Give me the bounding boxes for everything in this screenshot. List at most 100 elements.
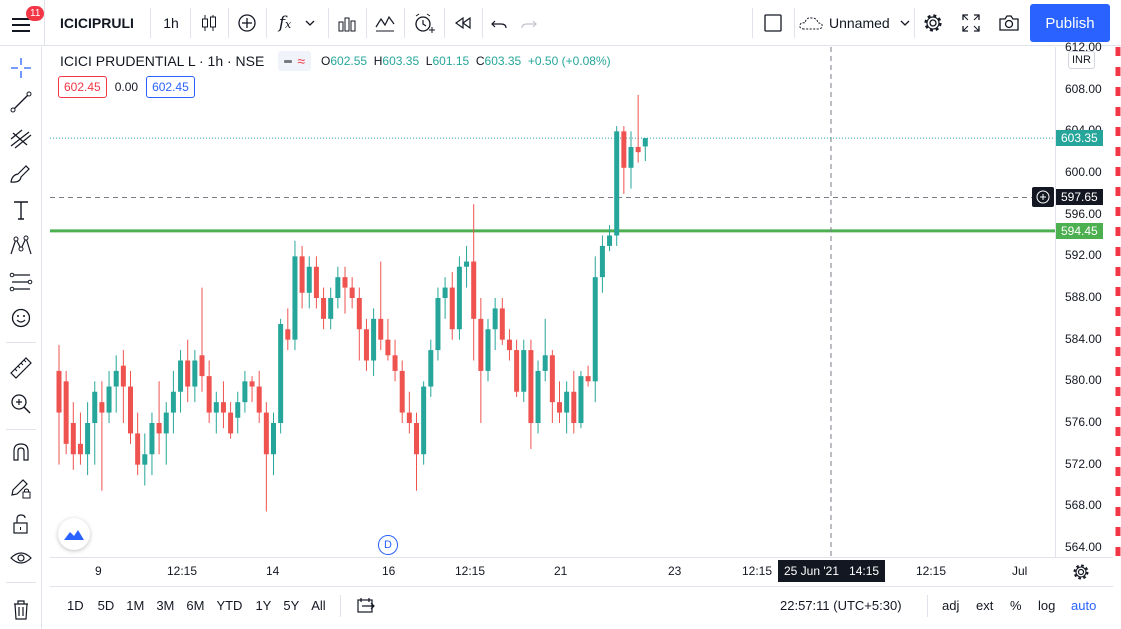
interval-button[interactable]: 1h: [163, 15, 179, 31]
stay-in-drawing-tool[interactable]: [8, 475, 34, 501]
layout-name-button[interactable]: Unnamed: [798, 4, 914, 42]
unlock-icon: [13, 514, 28, 534]
indicators-button[interactable]: fx: [270, 4, 326, 42]
range-5y[interactable]: 5Y: [283, 598, 300, 613]
crosshair-time-tag: 25 Jun '21 14:15: [778, 560, 886, 582]
dividend-marker[interactable]: D: [378, 535, 398, 555]
price-tick: 564.00: [1065, 540, 1102, 554]
expand-icon: [962, 14, 980, 32]
time-axis[interactable]: 9 12:15 14 16 12:15 21 23 12:15 12:15 Ju…: [50, 557, 1113, 585]
zoom-tool[interactable]: [8, 391, 34, 417]
candle-body: [85, 423, 91, 455]
remove-drawings-tool[interactable]: [8, 597, 34, 623]
menu-button[interactable]: [6, 6, 38, 40]
price-tick: 596.00: [1065, 206, 1102, 221]
toggle-ext[interactable]: ext: [976, 598, 994, 613]
hide-drawings-tool[interactable]: [8, 545, 34, 571]
time-tick: 23: [668, 564, 682, 578]
lock-drawings-tool[interactable]: [8, 511, 34, 537]
axis-settings-button[interactable]: [1070, 561, 1094, 583]
candle-body: [485, 329, 491, 371]
time-tick: 12:15: [167, 564, 198, 578]
pattern-tool[interactable]: [8, 233, 34, 259]
alert-button[interactable]: [406, 4, 442, 42]
candle-body: [199, 355, 205, 377]
candle-body: [56, 370, 62, 413]
candle-body: [149, 423, 155, 455]
bid-ask-row: 602.45 0.00 602.45: [58, 76, 195, 98]
legend-toggle[interactable]: ≈: [278, 51, 312, 71]
candle-body: [206, 376, 212, 413]
candle-body: [542, 355, 548, 371]
brush-tool[interactable]: [8, 161, 34, 187]
currency-label[interactable]: INR: [1068, 51, 1095, 69]
fullscreen-layout-button[interactable]: [756, 4, 790, 42]
toggle-log[interactable]: log: [1038, 598, 1056, 613]
toggle-auto[interactable]: auto: [1071, 598, 1097, 613]
go-to-date-button[interactable]: [355, 596, 377, 616]
prediction-tool[interactable]: [8, 269, 34, 295]
fib-tool[interactable]: [8, 125, 34, 151]
candle-body: [349, 287, 355, 298]
candle-body: [178, 360, 184, 392]
toggle-adj[interactable]: adj: [942, 598, 960, 613]
candle-body: [256, 386, 262, 413]
pattern-icon: [10, 235, 32, 255]
symbol-title[interactable]: ICICI PRUDENTIAL L · 1h · NSE: [60, 53, 265, 69]
candle-body: [635, 146, 641, 153]
price-scale[interactable]: INR 612.00608.00604.00600.00596.00592.00…: [1055, 40, 1113, 557]
crosshair-tool[interactable]: [8, 55, 34, 81]
chevron-down-icon: [900, 20, 910, 26]
settings-button[interactable]: [916, 4, 950, 42]
gear-icon: [1073, 564, 1089, 580]
sell-button[interactable]: 602.45: [58, 76, 107, 98]
undo-button[interactable]: [484, 4, 514, 42]
chart-pane[interactable]: [50, 47, 1055, 557]
magnet-tool[interactable]: [8, 439, 34, 465]
crosshair-price-tag: 597.65: [1056, 189, 1103, 205]
range-all[interactable]: All: [311, 598, 326, 613]
trend-line-tool[interactable]: [8, 89, 34, 115]
eye-icon: [10, 552, 32, 564]
publish-button[interactable]: Publish: [1030, 4, 1110, 42]
fullscreen-button[interactable]: [954, 4, 988, 42]
measure-tool[interactable]: [8, 355, 34, 381]
icon-tool[interactable]: [8, 305, 34, 331]
snapshot-button[interactable]: [992, 4, 1026, 42]
candle-body: [213, 402, 219, 413]
candle-body: [92, 391, 98, 423]
range-3m[interactable]: 3M: [156, 598, 175, 613]
time-tick: Jul: [1012, 564, 1028, 578]
tradingview-logo[interactable]: [58, 518, 90, 550]
candle-body: [321, 298, 327, 319]
candle-body: [528, 350, 534, 423]
candle-body: [170, 391, 176, 413]
buy-button[interactable]: 602.45: [146, 76, 195, 98]
replay-button[interactable]: [446, 4, 480, 42]
clock-timezone[interactable]: 22:57:11 (UTC+5:30): [780, 598, 902, 613]
candle-body: [435, 298, 441, 351]
candle-body: [242, 381, 248, 403]
ohlc-values: O602.55 H603.35 L601.15 C603.35 +0.50 (+…: [321, 54, 611, 68]
candle-body: [285, 329, 291, 340]
toggle-percent[interactable]: %: [1010, 598, 1022, 613]
range-1d[interactable]: 1D: [67, 598, 84, 613]
time-tick: 21: [554, 564, 568, 578]
range-1m[interactable]: 1M: [126, 598, 145, 613]
text-icon: [14, 201, 28, 220]
range-ytd[interactable]: YTD: [216, 598, 243, 613]
range-6m[interactable]: 6M: [186, 598, 205, 613]
price-tick: 608.00: [1065, 81, 1102, 96]
square-icon: [764, 14, 782, 32]
trend-line-icon: [10, 91, 32, 113]
add-alert-plus-button[interactable]: [1032, 187, 1054, 207]
range-5d[interactable]: 5D: [97, 598, 115, 613]
compare-button[interactable]: [230, 4, 264, 42]
chart-templates-button[interactable]: [368, 4, 402, 42]
redo-button[interactable]: [514, 4, 544, 42]
financials-button[interactable]: [330, 4, 364, 42]
range-1y[interactable]: 1Y: [255, 598, 272, 613]
chart-type-button[interactable]: [192, 4, 226, 42]
text-tool[interactable]: [8, 197, 34, 223]
symbol-search-button[interactable]: ICICIPRULI: [60, 15, 134, 31]
